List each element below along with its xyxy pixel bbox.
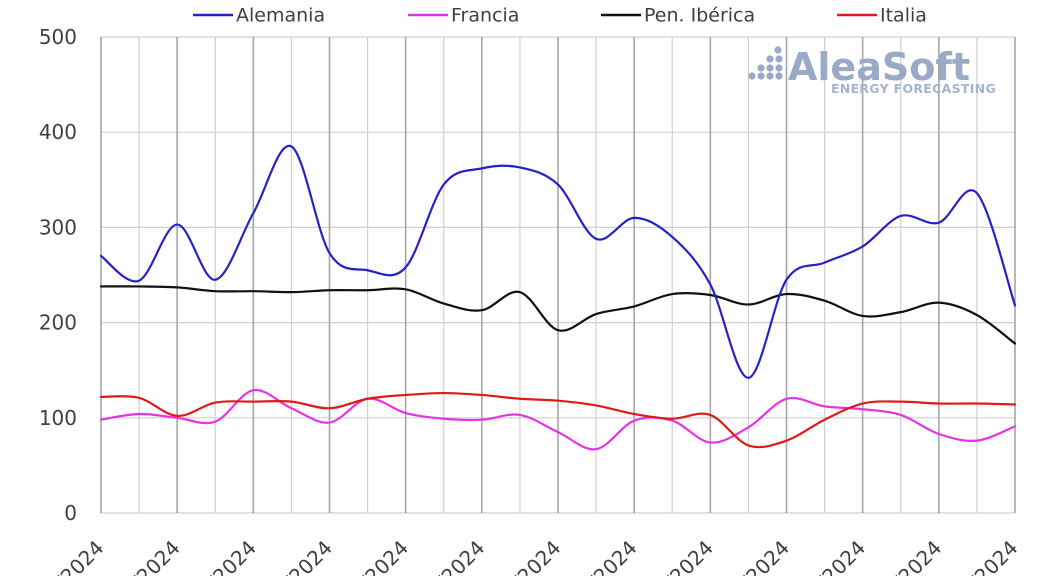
x-tick-label: /2024: [889, 536, 947, 576]
legend-label-francia: Francia: [451, 5, 519, 27]
x-axis-ticks: /2024/2024/2024/2024/2024/2024/2024/2024…: [51, 536, 1023, 576]
legend-label-alemania: Alemania: [236, 5, 325, 27]
watermark-brand: AleaSoft: [788, 45, 970, 89]
y-tick-label: 200: [39, 311, 77, 335]
series-line-alemania: [99, 145, 1017, 379]
legend-label-italia: Italia: [880, 5, 927, 27]
x-tick-label: /2024: [203, 536, 261, 576]
aleasoft-watermark: AleaSoft ENERGY FORECASTING: [748, 45, 996, 96]
y-tick-label: 300: [39, 215, 77, 239]
aleasoft-logo-dots-icon: [748, 46, 783, 80]
x-tick-label: /2024: [508, 536, 566, 576]
x-tick-label: /2024: [127, 536, 185, 576]
x-tick-label: /2024: [660, 536, 718, 576]
x-tick-label: /2024: [584, 536, 642, 576]
legend: Alemania Francia Pen. Ibérica Italia: [193, 5, 927, 27]
x-tick-label: /2024: [355, 536, 413, 576]
series-line-francia: [99, 389, 1017, 451]
y-tick-label: 100: [39, 406, 77, 430]
watermark-tagline: ENERGY FORECASTING: [831, 81, 996, 96]
x-tick-label: /2024: [736, 536, 794, 576]
grid: [100, 36, 1016, 514]
x-tick-label: /2024: [965, 536, 1023, 576]
series-line-italia: [99, 391, 1017, 449]
legend-label-pen-ib-rica: Pen. Ibérica: [644, 5, 755, 27]
y-axis-ticks: 0 100 200 300 400 500: [39, 25, 77, 525]
series-line-pen-ib-rica: [99, 285, 1017, 345]
x-tick-label: /2024: [812, 536, 870, 576]
x-tick-label: /2024: [432, 536, 490, 576]
series-lines: [99, 145, 1017, 451]
y-tick-label: 400: [39, 120, 77, 144]
y-tick-label: 0: [64, 501, 77, 525]
y-tick-label: 500: [39, 25, 77, 49]
x-tick-label: /2024: [51, 536, 109, 576]
x-tick-label: /2024: [279, 536, 337, 576]
